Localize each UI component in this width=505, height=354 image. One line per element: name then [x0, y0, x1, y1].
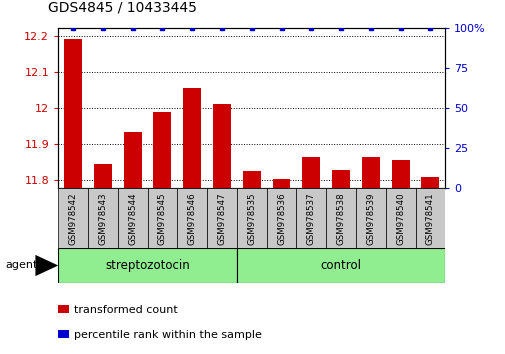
Bar: [207, 188, 236, 248]
Text: GDS4845 / 10433445: GDS4845 / 10433445: [48, 0, 196, 14]
Bar: [236, 188, 266, 248]
Bar: [64, 39, 82, 188]
Text: GSM978544: GSM978544: [128, 193, 137, 245]
Bar: [242, 171, 260, 188]
Text: agent: agent: [5, 261, 37, 270]
Text: transformed count: transformed count: [74, 306, 178, 315]
Bar: [236, 248, 444, 283]
Polygon shape: [35, 255, 58, 276]
Bar: [88, 188, 118, 248]
Text: streptozotocin: streptozotocin: [105, 259, 189, 272]
Text: GSM978542: GSM978542: [69, 193, 77, 245]
Bar: [94, 164, 112, 188]
Text: GSM978545: GSM978545: [158, 193, 167, 245]
Bar: [361, 157, 379, 188]
Text: GSM978539: GSM978539: [366, 193, 375, 245]
Bar: [58, 248, 236, 283]
Bar: [118, 188, 147, 248]
Text: control: control: [320, 259, 361, 272]
Bar: [123, 131, 141, 188]
Bar: [213, 104, 230, 188]
Text: GSM978538: GSM978538: [336, 193, 345, 245]
Bar: [183, 88, 200, 188]
Bar: [355, 188, 385, 248]
Text: GSM978540: GSM978540: [395, 193, 405, 245]
Text: GSM978536: GSM978536: [276, 193, 285, 245]
Bar: [147, 188, 177, 248]
Bar: [331, 170, 349, 188]
Text: GSM978537: GSM978537: [306, 193, 315, 245]
Text: GSM978547: GSM978547: [217, 193, 226, 245]
Bar: [153, 112, 171, 188]
Bar: [302, 157, 320, 188]
Bar: [391, 160, 409, 188]
Text: GSM978541: GSM978541: [425, 193, 434, 245]
Bar: [272, 178, 290, 188]
Bar: [296, 188, 326, 248]
Bar: [326, 188, 355, 248]
Text: GSM978543: GSM978543: [98, 193, 107, 245]
Bar: [421, 177, 438, 188]
Bar: [177, 188, 207, 248]
Text: GSM978546: GSM978546: [187, 193, 196, 245]
Bar: [415, 188, 444, 248]
Text: GSM978535: GSM978535: [247, 193, 256, 245]
Bar: [266, 188, 296, 248]
Text: percentile rank within the sample: percentile rank within the sample: [74, 330, 262, 340]
Bar: [385, 188, 415, 248]
Bar: [58, 188, 88, 248]
